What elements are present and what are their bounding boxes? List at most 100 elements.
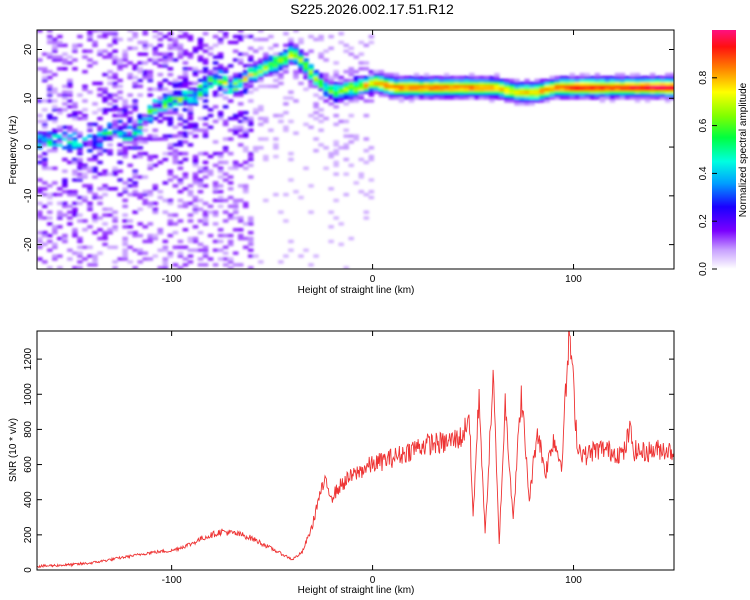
heatmap-cell [192, 87, 199, 91]
heatmap-cell [152, 236, 159, 241]
heatmap-cell [182, 102, 189, 106]
heatmap-cell [504, 78, 510, 83]
heatmap-cell [147, 204, 154, 209]
heatmap-cell [97, 125, 103, 130]
heatmap-cell [142, 189, 149, 194]
heatmap-cell [242, 119, 249, 124]
heatmap-cell [247, 219, 254, 223]
heatmap-cell [273, 43, 279, 48]
heatmap-cell [433, 93, 440, 97]
heatmap-cell [594, 75, 601, 80]
heatmap-cell [187, 184, 194, 188]
heatmap-cell [418, 96, 425, 100]
heatmap-cell [192, 204, 199, 209]
heatmap-cell [283, 64, 289, 68]
heatmap-cell [433, 84, 440, 89]
heatmap-cell [152, 254, 159, 258]
heatmap-y-tick-label: 0 [23, 144, 34, 150]
heatmap-cell [82, 172, 88, 176]
heatmap-cell [77, 219, 83, 223]
heatmap-cell [192, 99, 199, 103]
heatmap-cell [172, 245, 179, 250]
heatmap-cell [288, 96, 294, 100]
heatmap-cell [247, 175, 254, 179]
snr-y-axis-label: SNR (10 * v/v) [8, 418, 19, 482]
heatmap-cell [323, 84, 329, 89]
heatmap-cell [438, 93, 445, 97]
heatmap-cell [258, 30, 264, 33]
heatmap-cell [393, 75, 400, 80]
heatmap-cell [62, 43, 68, 48]
heatmap-cell [333, 198, 339, 203]
heatmap-cell [202, 245, 209, 250]
heatmap-cell [499, 90, 505, 94]
heatmap-cell [177, 266, 184, 269]
snr-y-tick-label: 200 [23, 526, 34, 543]
heatmap-cell [102, 192, 108, 197]
heatmap-cell [52, 242, 58, 247]
heatmap-cell [102, 213, 108, 217]
heatmap-cell [127, 30, 133, 33]
heatmap-cell [544, 93, 550, 97]
heatmap-cell [283, 254, 289, 258]
heatmap-cell [122, 151, 128, 156]
heatmap-cell [393, 78, 400, 83]
heatmap-cell [67, 55, 73, 59]
heatmap-cell [237, 75, 244, 80]
heatmap-cell [469, 87, 475, 91]
heatmap-cell [263, 72, 269, 77]
heatmap-cell [92, 146, 98, 150]
heatmap-cell [167, 110, 174, 115]
heatmap-cell [448, 78, 455, 83]
heatmap-cell [97, 146, 103, 150]
heatmap-cell [117, 151, 123, 156]
heatmap-cell [47, 84, 53, 89]
heatmap-cell [373, 78, 380, 83]
heatmap-cell [534, 99, 540, 103]
heatmap-cell [142, 137, 149, 141]
heatmap-cell [253, 67, 259, 71]
heatmap-cell [137, 40, 143, 45]
heatmap-cell [554, 78, 560, 83]
heatmap-cell [112, 40, 118, 45]
heatmap-cell [187, 87, 194, 91]
heatmap-cell [247, 119, 254, 124]
heatmap-cell [182, 34, 189, 39]
heatmap-cell [293, 43, 299, 48]
heatmap-cell [162, 110, 169, 115]
heatmap-cell [117, 119, 123, 124]
heatmap-cell [77, 175, 83, 179]
heatmap-cell [398, 90, 405, 94]
heatmap-cell [594, 72, 601, 77]
heatmap-cell [182, 90, 189, 94]
heatmap-cell [92, 260, 98, 264]
heatmap-cell [72, 131, 78, 135]
heatmap-cell [92, 102, 98, 106]
heatmap-cell [62, 204, 68, 209]
heatmap-x-tick-label: 0 [370, 274, 376, 285]
heatmap-cell [474, 96, 480, 100]
heatmap-cell [122, 204, 128, 209]
heatmap-cell [368, 84, 375, 89]
heatmap-cell [107, 207, 113, 211]
heatmap-cell [227, 260, 234, 264]
heatmap-cell [363, 78, 370, 83]
heatmap-cell [42, 242, 48, 247]
heatmap-cell [564, 90, 571, 94]
heatmap-cell [102, 242, 108, 247]
heatmap-cell [52, 46, 58, 51]
heatmap-cell [237, 134, 244, 138]
heatmap-cell [152, 52, 159, 56]
heatmap-cell [57, 128, 63, 132]
heatmap-cell [167, 96, 174, 100]
heatmap-cell [584, 81, 591, 86]
heatmap-cell [72, 105, 78, 109]
heatmap-cell [102, 236, 108, 241]
heatmap-cell [358, 61, 365, 65]
heatmap-cell [283, 31, 289, 36]
heatmap-cell [363, 84, 370, 89]
heatmap-cell [62, 90, 68, 94]
heatmap-cell [167, 55, 174, 59]
heatmap-cell [659, 90, 666, 94]
heatmap-cell [519, 96, 525, 100]
